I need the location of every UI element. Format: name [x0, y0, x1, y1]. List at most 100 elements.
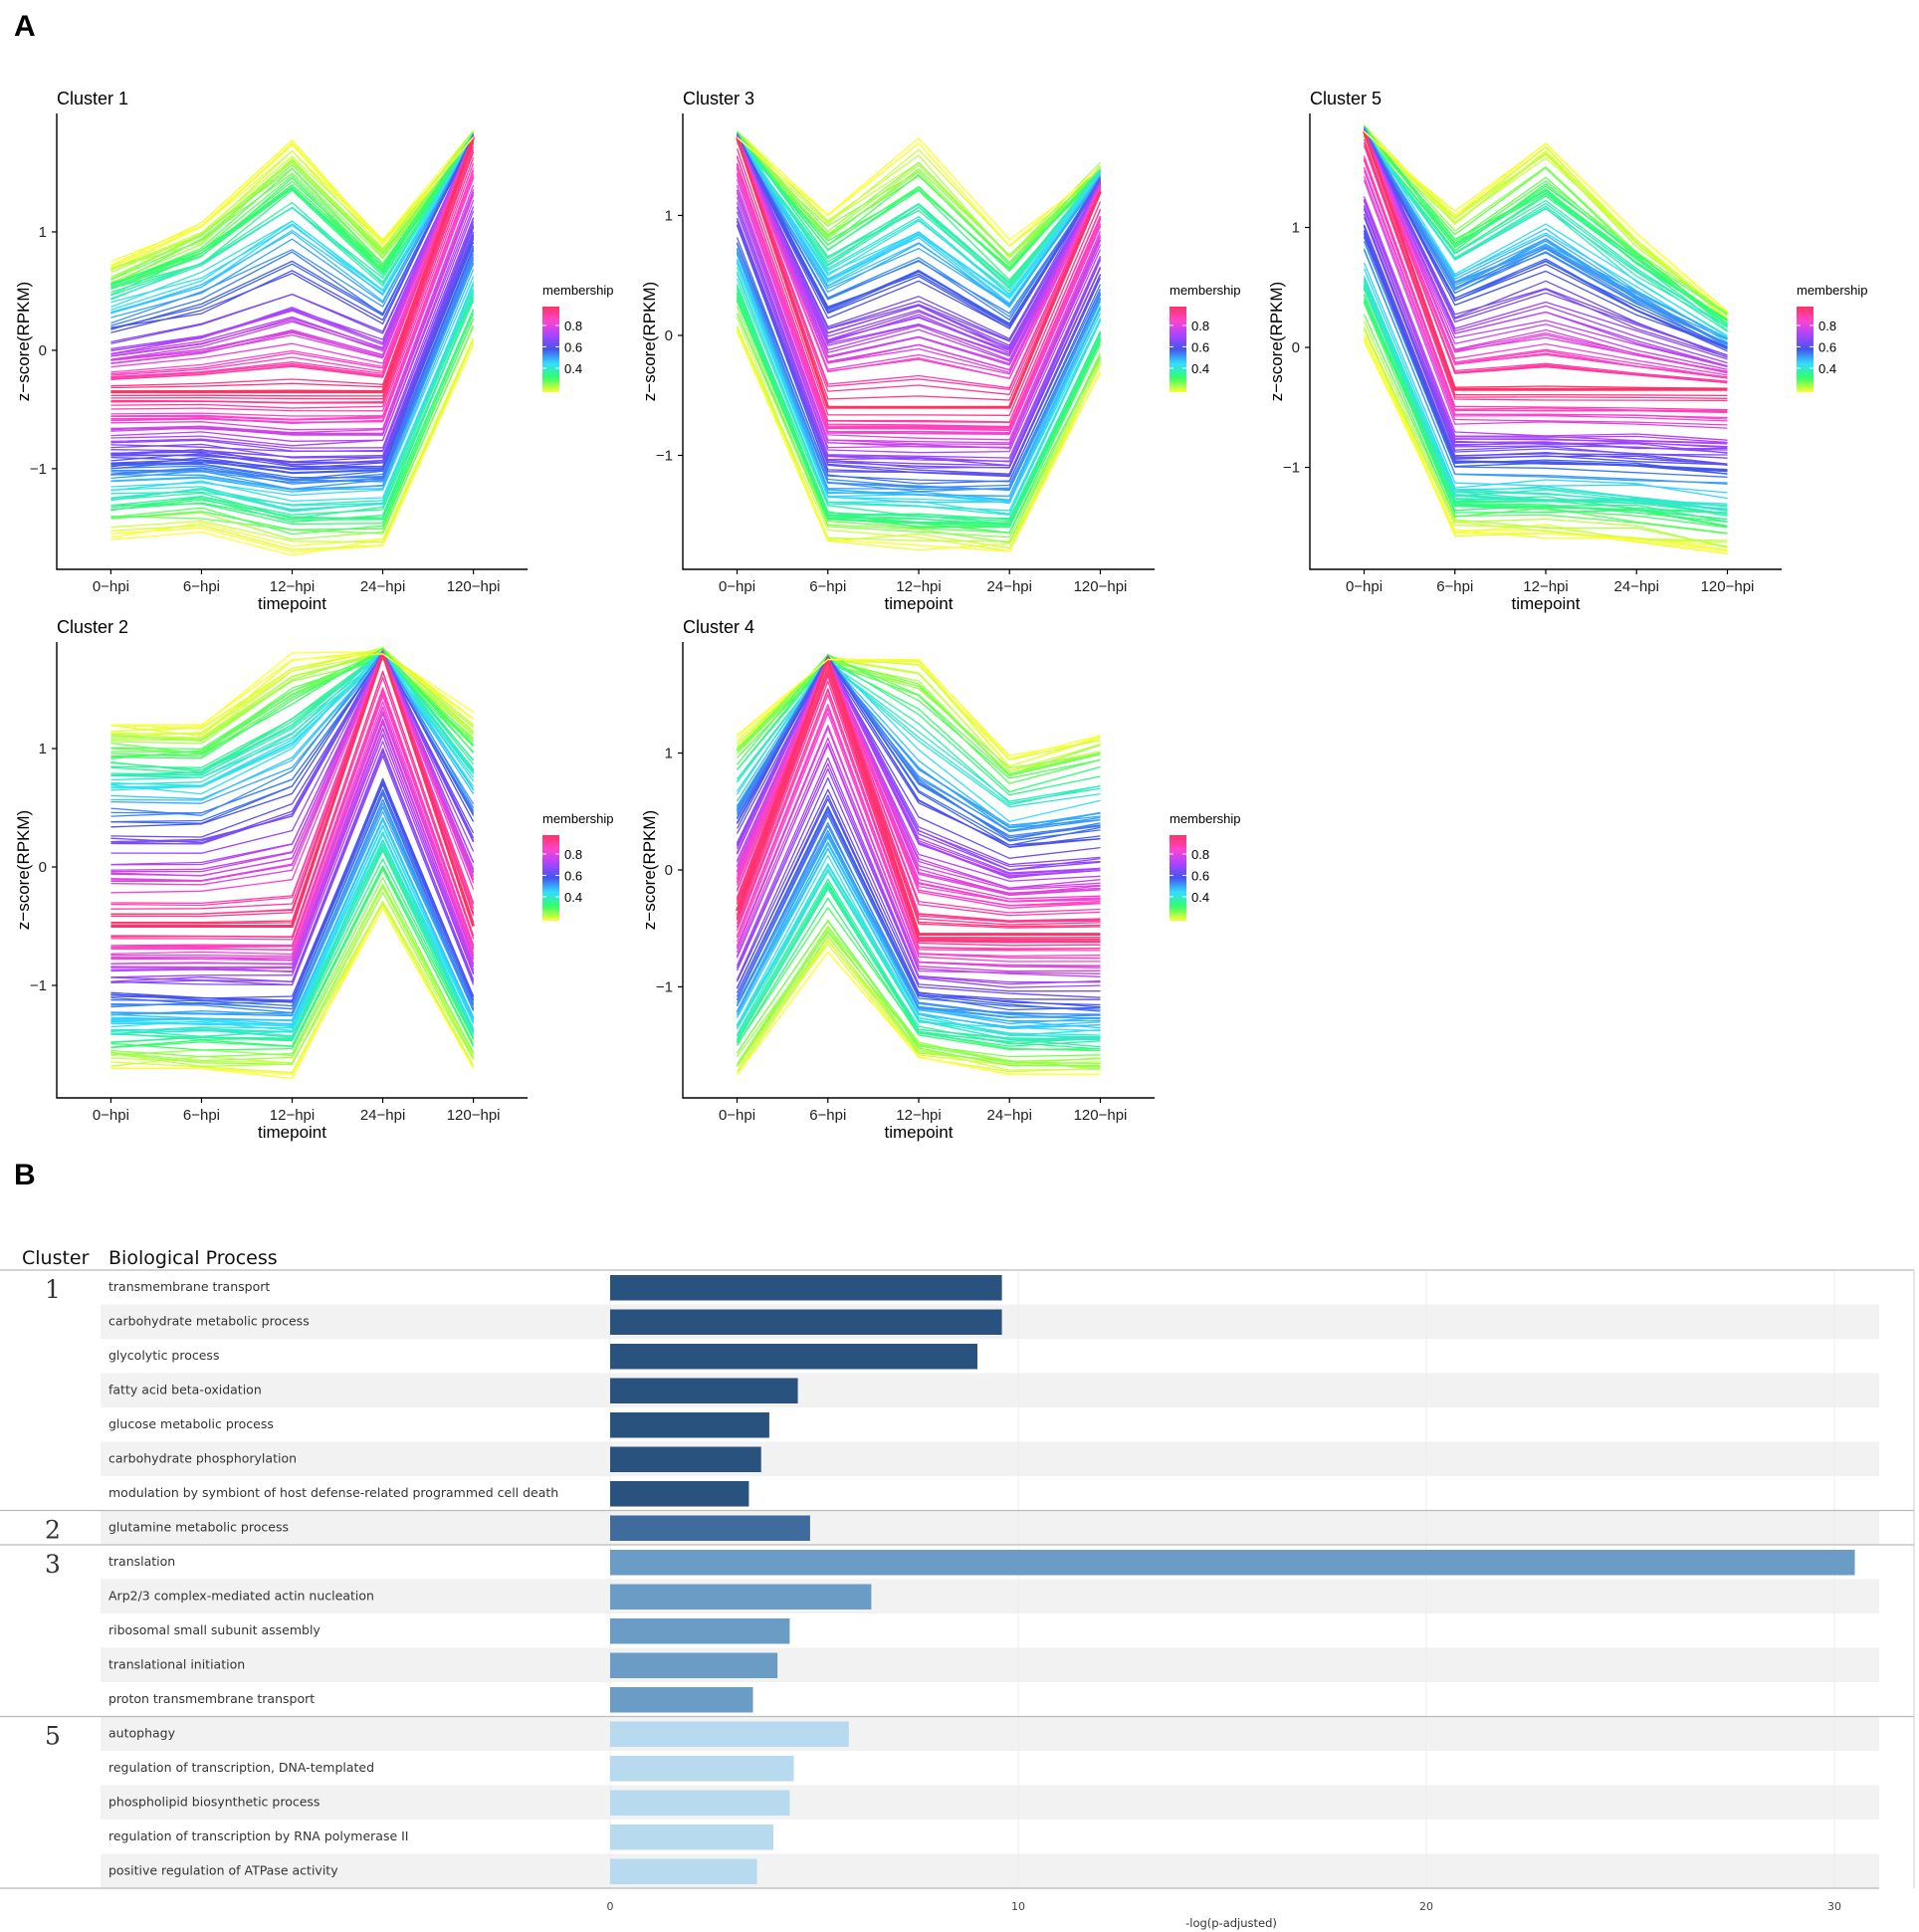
member-line: [736, 657, 1101, 897]
axes: [682, 642, 1155, 1099]
row-stripe: [101, 1853, 1879, 1888]
y-axis-label: z−score(RPKM): [640, 282, 659, 401]
member-line: [110, 132, 475, 286]
row-stripe: [101, 1373, 1879, 1407]
x-tick-label: 120−hpi: [447, 1107, 501, 1124]
member-line: [110, 884, 475, 1057]
member-line: [1363, 196, 1728, 441]
member-line: [110, 281, 475, 512]
member-line: [736, 172, 1102, 434]
member-line: [110, 650, 475, 785]
enrichment-bar: [610, 1378, 798, 1403]
member-line: [1363, 321, 1728, 548]
x-tick-label: 0−hpi: [93, 1107, 129, 1124]
cluster-plot-5: −1 0 1 0−hpi 6−hpi 12−hpi 24−hpi 120−hpi Cluster…: [640, 617, 1241, 1142]
member-line: [110, 701, 475, 956]
member-line: [1363, 130, 1728, 356]
member-line: [110, 133, 475, 333]
member-line: [110, 136, 475, 324]
cluster-title: Cluster 5: [1310, 89, 1382, 108]
y-tick-label: −1: [30, 461, 47, 478]
process-term: transmembrane transport: [108, 1279, 270, 1294]
member-line: [110, 652, 475, 854]
member-line: [736, 136, 1102, 342]
process-term: glutamine metabolic process: [108, 1520, 289, 1535]
member-line: [110, 140, 475, 315]
member-line: [736, 832, 1101, 1020]
x-tick-label: 12−hpi: [270, 578, 315, 595]
member-line: [110, 139, 475, 330]
y-axis-label: z−score(RPKM): [1267, 282, 1286, 401]
member-line: [1363, 134, 1728, 328]
member-line: [736, 136, 1102, 401]
legend-tick-label: 0.4: [1818, 361, 1836, 376]
member-line: [736, 935, 1101, 1066]
enrichment-bar: [610, 1756, 794, 1782]
member-line: [736, 854, 1101, 1032]
enrichment-bar: [610, 1618, 790, 1644]
member-line: [1363, 298, 1728, 521]
member-line: [110, 655, 475, 800]
y-tick-label: −1: [1283, 460, 1300, 477]
member-line: [110, 656, 475, 805]
member-line: [1363, 176, 1728, 426]
member-line: [736, 776, 1101, 992]
process-term: carbohydrate phosphorylation: [108, 1451, 297, 1466]
x-axis-label: -log(p-adjusted): [1185, 1916, 1277, 1930]
process-term: proton transmembrane transport: [108, 1691, 315, 1706]
member-line: [110, 651, 475, 872]
row-stripe: [101, 1441, 1879, 1476]
x-tick-label: 0−hpi: [719, 1107, 755, 1124]
member-line: [1363, 328, 1728, 548]
member-line: [110, 339, 475, 543]
x-axis-label: timepoint: [885, 1123, 954, 1142]
legend-tick-label: 0.8: [1818, 319, 1836, 333]
member-line: [110, 718, 475, 966]
member-line: [736, 665, 1101, 939]
process-term: fatty acid beta-oxidation: [108, 1383, 262, 1397]
member-line: [110, 206, 475, 447]
member-line: [1363, 132, 1728, 368]
y-axis-label: z−score(RPKM): [640, 810, 659, 930]
member-line: [110, 138, 475, 290]
member-line: [1363, 167, 1728, 420]
process-term: regulation of transcription by RNA polym…: [108, 1828, 409, 1843]
member-line: [110, 136, 475, 380]
member-line: [736, 220, 1102, 475]
enrichment-bar: [610, 1309, 1002, 1335]
x-tick-label: 120−hpi: [447, 578, 501, 595]
member-line: [110, 135, 475, 287]
member-line: [1363, 170, 1728, 422]
core-profile-line: [110, 649, 476, 928]
membership-colorbar: [542, 307, 559, 392]
member-line: [110, 318, 475, 531]
legend-tick-label: 0.6: [1818, 339, 1836, 354]
member-line: [1363, 326, 1728, 554]
x-tick-label: 24−hpi: [987, 578, 1032, 595]
member-line: [110, 693, 475, 952]
member-line: [736, 888, 1101, 1047]
legend-tick-label: 0.8: [1191, 319, 1209, 333]
member-line: [110, 313, 475, 526]
axes: [682, 113, 1155, 570]
member-line: [1363, 144, 1728, 402]
member-line: [736, 657, 1101, 877]
member-line: [736, 288, 1102, 520]
member-line: [736, 926, 1101, 1065]
member-line: [737, 132, 1101, 257]
member-line: [1363, 129, 1728, 344]
member-line: [1363, 225, 1728, 465]
member-line: [736, 744, 1101, 974]
member-line: [110, 129, 475, 284]
enrichment-bar: [610, 1481, 749, 1507]
member-line: [736, 135, 1102, 362]
membership-lines: [110, 647, 475, 1080]
member-line: [1363, 198, 1728, 444]
x-tick-label: 0: [607, 1900, 614, 1913]
row-stripe: [101, 1647, 1879, 1682]
member-line: [736, 725, 1101, 966]
member-line: [110, 177, 475, 423]
x-tick-label: 6−hpi: [183, 578, 220, 595]
member-line: [736, 201, 1102, 459]
cluster-plot-2: −1 0 1 0−hpi 6−hpi 12−hpi 24−hpi 120−hpi Cluster…: [640, 89, 1241, 613]
